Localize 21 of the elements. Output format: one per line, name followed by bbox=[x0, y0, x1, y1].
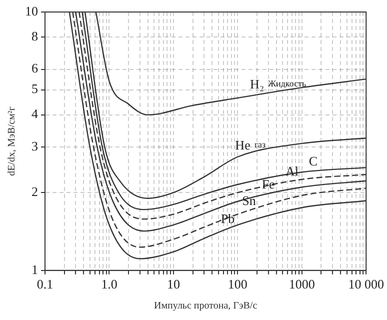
annotation: Жидкость bbox=[268, 78, 306, 89]
series-label: C bbox=[308, 153, 318, 168]
y-tick-label: 8 bbox=[32, 28, 38, 44]
y-tick-label: 2 bbox=[32, 184, 38, 200]
annotation: газ bbox=[254, 140, 266, 150]
y-tick-label: 3 bbox=[32, 138, 38, 154]
series-label: H₂ bbox=[250, 76, 264, 92]
y-tick-label: 4 bbox=[32, 106, 38, 122]
x-tick-label: 100 bbox=[228, 276, 248, 292]
x-tick-label: 10 bbox=[166, 276, 180, 292]
x-tick-label: 10 000 bbox=[348, 276, 384, 292]
x-axis-title: Импульс протона, ГэВ/с bbox=[154, 300, 258, 312]
y-tick-label: 1 bbox=[32, 262, 38, 277]
x-tick-label: 1.0 bbox=[101, 276, 118, 292]
y-tick-label: 5 bbox=[32, 81, 38, 96]
x-tick-label: 1000 bbox=[288, 276, 315, 292]
y-tick-label: 6 bbox=[32, 60, 38, 76]
x-tick-label: 0.1 bbox=[36, 276, 54, 292]
series-label: He bbox=[235, 138, 251, 153]
y-tick-label: 10 bbox=[25, 3, 38, 18]
y-axis-title: dE/dx, МэВ/см²г bbox=[6, 106, 18, 176]
